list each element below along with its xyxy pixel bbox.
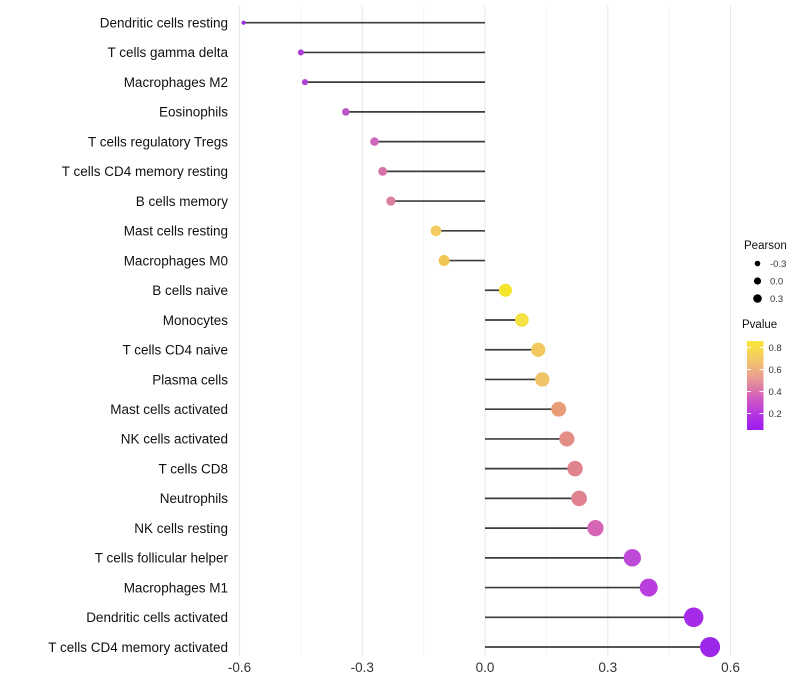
x-axis-tick-label: -0.3 — [351, 660, 374, 675]
lollipop-dot — [567, 460, 583, 477]
lollipop-dot — [571, 490, 587, 507]
category-label: Dendritic cells activated — [86, 610, 228, 625]
pvalue-legend-label: 0.6 — [769, 365, 782, 376]
pearson-legend-title: Pearson — [744, 240, 787, 252]
category-label: Macrophages M2 — [124, 75, 228, 90]
lollipop-dot — [551, 401, 567, 417]
pearson-legend-dot — [754, 260, 761, 267]
lollipop-dot — [386, 196, 396, 206]
x-axis-tick-label: 0.6 — [721, 660, 740, 675]
lollipop-dot — [438, 255, 450, 267]
pvalue-gradient-bar — [747, 341, 764, 430]
lollipop-dot — [587, 520, 604, 537]
category-label: Dendritic cells resting — [100, 16, 228, 31]
lollipop-dot — [531, 342, 546, 357]
category-label: T cells CD8 — [158, 461, 228, 476]
pearson-legend-dot — [753, 294, 762, 303]
category-label: T cells CD4 naive — [122, 343, 228, 358]
category-label: T cells follicular helper — [95, 551, 229, 566]
lollipop-dot — [639, 578, 658, 597]
category-label: T cells CD4 memory activated — [48, 640, 228, 655]
category-label: T cells gamma delta — [107, 45, 228, 60]
lollipop-dot — [623, 549, 642, 567]
lollipop-dot — [535, 372, 550, 387]
category-label: Plasma cells — [152, 372, 228, 387]
pearson-legend-dot — [753, 277, 762, 285]
pvalue-legend-label: 0.2 — [769, 409, 782, 420]
lollipop-dot — [498, 283, 513, 297]
category-label: NK cells activated — [121, 432, 228, 447]
lollipop-dot — [699, 636, 721, 658]
pearson-legend-label: 0.3 — [770, 294, 783, 305]
lollipop-dot — [301, 79, 309, 86]
category-label: Macrophages M1 — [124, 580, 228, 595]
lollipop-dot — [559, 431, 575, 447]
pvalue-legend-label: 0.4 — [769, 387, 782, 398]
x-axis-tick-label: 0.0 — [476, 660, 495, 675]
category-label: NK cells resting — [134, 521, 228, 536]
category-label: T cells regulatory Tregs — [88, 134, 228, 149]
lollipop-dot — [241, 20, 246, 25]
category-label: Mast cells activated — [110, 402, 228, 417]
category-label: Monocytes — [163, 313, 229, 328]
lollipop-dot — [378, 166, 388, 176]
x-axis-tick-label: 0.3 — [598, 660, 617, 675]
x-axis-tick-label: -0.6 — [228, 660, 251, 675]
lollipop-dot — [514, 313, 529, 327]
category-label: B cells memory — [136, 194, 229, 209]
pvalue-legend-label: 0.8 — [769, 343, 782, 354]
category-label: Neutrophils — [160, 491, 229, 506]
lollipop-dot — [430, 225, 442, 237]
category-label: Mast cells resting — [124, 224, 228, 239]
pearson-legend-label: -0.3 — [770, 259, 786, 270]
lollipop-dot — [370, 137, 379, 146]
lollipop-dot — [342, 108, 350, 116]
category-label: Macrophages M0 — [124, 253, 228, 268]
pvalue-legend-title: Pvalue — [742, 319, 777, 331]
lollipop-dot — [297, 49, 304, 56]
category-label: B cells naive — [152, 283, 228, 298]
category-label: T cells CD4 memory resting — [62, 164, 228, 179]
pearson-legend-label: 0.0 — [770, 276, 783, 287]
lollipop-dot — [683, 607, 704, 628]
category-label: Eosinophils — [159, 105, 228, 120]
